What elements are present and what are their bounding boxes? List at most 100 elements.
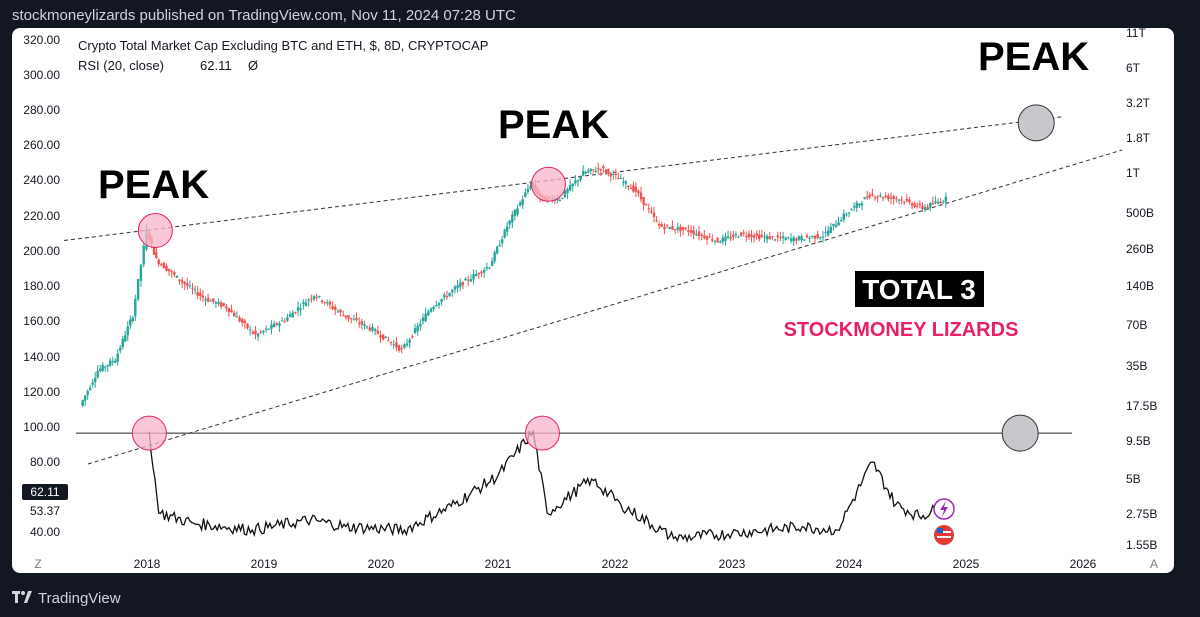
candle-body: [516, 208, 519, 215]
candle-body: [217, 301, 220, 304]
total3-badge: [855, 271, 984, 307]
chart-panel: 320.00 300.00 280.00 260.00 240.00 220.00 200.…: [12, 28, 1174, 573]
candle-body: [376, 330, 380, 334]
candle-body: [637, 190, 640, 194]
candle-body: [529, 185, 532, 189]
right-axis-tick: 11T: [1126, 28, 1146, 40]
candle-body: [469, 279, 473, 282]
candle-body: [521, 199, 524, 205]
log-scale-button[interactable]: Z: [34, 557, 41, 571]
left-axis-tick: 100.00: [23, 420, 60, 434]
candle-body: [503, 229, 506, 238]
candle-body: [789, 238, 793, 242]
right-axis-tick: 3.2T: [1126, 96, 1151, 110]
candle-body: [687, 230, 690, 232]
candle-body: [732, 234, 735, 238]
candle-body: [887, 195, 890, 200]
candle-body: [895, 198, 898, 200]
candle-body: [679, 226, 682, 232]
candle-body: [371, 327, 374, 331]
candle-body: [755, 233, 758, 236]
candle-body: [413, 328, 417, 333]
candle-body: [923, 207, 927, 210]
candle-body: [858, 203, 861, 206]
time-axis-tick: 2026: [1070, 557, 1097, 571]
left-axis-tick: 220.00: [23, 209, 60, 223]
candle-body: [599, 169, 602, 171]
candle-body: [850, 209, 853, 211]
candle-body: [776, 235, 779, 238]
candle-body: [726, 236, 730, 238]
candle-body: [708, 236, 711, 238]
candle-body: [660, 224, 663, 227]
candle-body: [152, 246, 156, 255]
lightning-icon[interactable]: [933, 498, 955, 520]
candle-body: [186, 283, 189, 286]
candle-body: [745, 236, 748, 238]
candle-body: [429, 308, 433, 312]
candle-body: [944, 196, 948, 202]
candle-body: [459, 282, 462, 288]
peak-label-2018: PEAK: [98, 163, 209, 207]
candle-body: [307, 299, 310, 301]
candle-body: [929, 203, 932, 208]
candle-body: [360, 321, 364, 325]
candle-body: [655, 220, 658, 222]
auto-scale-button[interactable]: A: [1150, 557, 1158, 571]
candle-body: [126, 326, 129, 336]
candle-body: [474, 273, 478, 276]
right-axis: 11T 6T 3.2T 1.8T 1T 500B 260B 140B 70B 35B 17.5B 9.…: [1126, 28, 1157, 552]
candle-body: [99, 368, 102, 371]
candle-body: [926, 206, 929, 208]
candle-body: [881, 197, 885, 199]
footer-brand: TradingView: [38, 590, 121, 607]
candle-body: [816, 234, 819, 238]
candle-body: [918, 203, 922, 205]
candle-body: [650, 211, 653, 213]
candle-body: [639, 192, 643, 200]
candle-body: [397, 345, 401, 351]
candle-body: [760, 235, 764, 237]
candle-body: [629, 188, 633, 190]
candle-body: [230, 310, 233, 313]
candle-body: [339, 309, 342, 313]
candle-body: [488, 267, 491, 269]
candle-body: [350, 317, 353, 319]
candle-body: [283, 321, 286, 323]
candle-body: [607, 169, 610, 172]
us-flag-icon[interactable]: [934, 525, 954, 545]
peak-price-circle: [530, 166, 566, 202]
candle-body: [416, 325, 419, 332]
candle-body: [101, 364, 104, 371]
candle-body: [201, 295, 205, 298]
candle-body: [336, 311, 340, 313]
candle-body: [355, 318, 358, 321]
candle-body: [175, 275, 179, 278]
candle-body: [584, 172, 587, 174]
candle-body: [424, 313, 427, 322]
footer: TradingView: [12, 586, 121, 612]
candle-body: [916, 205, 919, 207]
candle-body: [443, 294, 446, 298]
candle-body: [665, 224, 669, 226]
left-axis-tick: 80.00: [30, 455, 60, 469]
candle-body: [381, 334, 385, 340]
candle-body: [129, 319, 132, 326]
candle-body: [278, 323, 281, 327]
candle-body: [403, 344, 406, 348]
candle-body: [737, 236, 740, 238]
candle-body: [805, 235, 809, 238]
price-candles: [81, 162, 948, 408]
candle-body: [627, 185, 630, 187]
candle-body: [524, 192, 527, 197]
candle-body: [464, 278, 467, 281]
candle-body: [275, 323, 278, 325]
candle-body: [614, 173, 618, 175]
candle-body: [256, 333, 260, 337]
candle-body: [612, 173, 615, 175]
candle-body: [408, 339, 411, 343]
symbol-title: Crypto Total Market Cap Excluding BTC an…: [78, 38, 488, 53]
candle-body: [889, 197, 893, 199]
candle-body: [742, 232, 745, 234]
candle-body: [379, 335, 382, 338]
